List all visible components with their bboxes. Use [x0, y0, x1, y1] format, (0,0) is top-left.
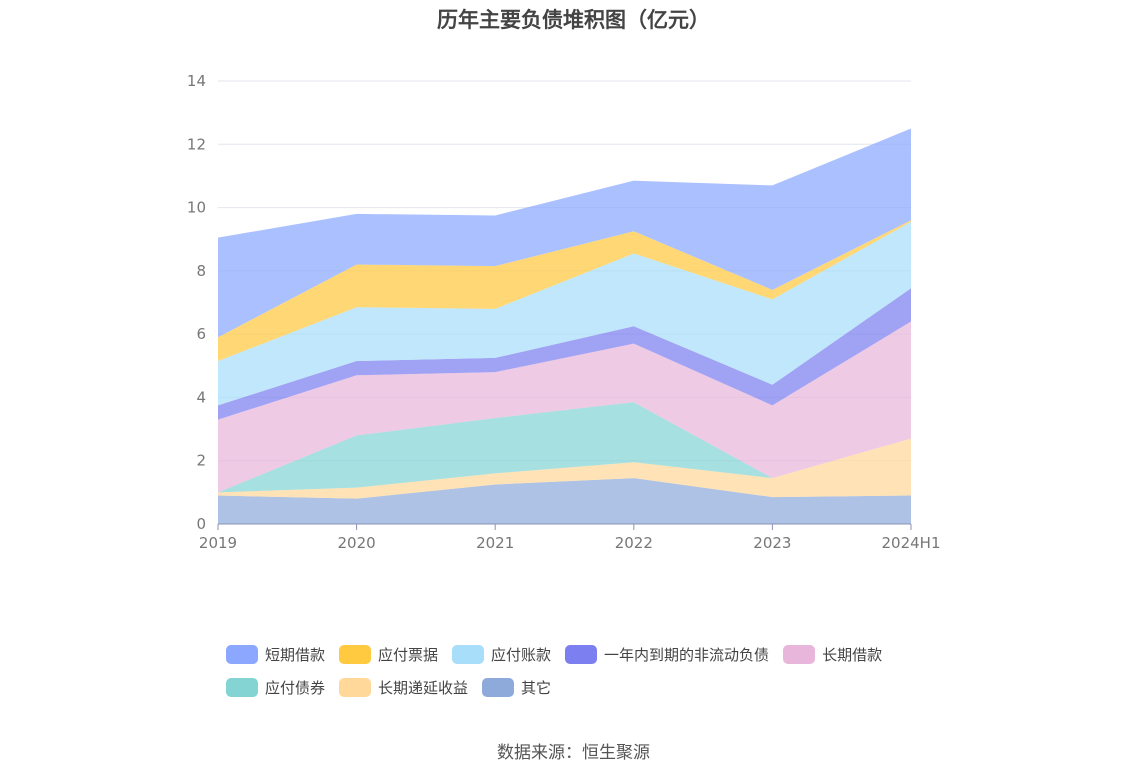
legend-item[interactable]: 其它: [482, 677, 551, 698]
legend-label: 应付票据: [378, 646, 439, 664]
legend-swatch: [226, 645, 258, 664]
x-tick-label: 2020: [338, 534, 376, 552]
legend-label: 其它: [521, 679, 552, 697]
legend-item[interactable]: 长期借款: [783, 644, 882, 665]
x-tick-label: 2021: [476, 534, 514, 552]
x-tick-label: 2022: [615, 534, 653, 552]
area-series-0: [218, 478, 911, 524]
legend: 短期借款 应付票据 应付账款 一年内到期的非流动负债 长期借款 应付债券 长期递延收益 其它: [226, 638, 946, 704]
y-tick-label: 4: [196, 388, 206, 406]
stacked-area-chart: 0 2 4 6 8 10 12 14 2019 2020 2021 2022 2023 2024H1: [187, 72, 941, 552]
y-tick-label: 6: [196, 325, 206, 343]
legend-item[interactable]: 应付债券: [226, 677, 325, 698]
x-tick-label: 2023: [753, 534, 791, 552]
y-tick-label: 12: [187, 135, 206, 153]
legend-label: 应付账款: [491, 646, 552, 664]
area-series-6: [218, 220, 911, 362]
legend-row: 短期借款 应付票据 应付账款 一年内到期的非流动负债 长期借款: [226, 638, 946, 671]
area-series: [218, 128, 911, 524]
area-series-4: [218, 288, 911, 420]
area-series-3: [218, 321, 911, 493]
axes: 0 2 4 6 8 10 12 14 2019 2020 2021 2022 2023 2024H1: [187, 72, 941, 552]
chart-title: 历年主要负债堆积图（亿元）: [437, 8, 710, 32]
x-tick-label: 2019: [199, 534, 237, 552]
y-tick-label: 10: [187, 199, 206, 217]
legend-swatch: [226, 678, 258, 697]
legend-swatch: [339, 678, 372, 697]
legend-item[interactable]: 一年内到期的非流动负债: [565, 644, 769, 665]
legend-item[interactable]: 应付账款: [452, 644, 551, 665]
legend-swatch: [339, 645, 372, 664]
legend-swatch: [565, 645, 598, 664]
legend-label: 短期借款: [265, 646, 326, 664]
area-series-7: [218, 128, 911, 338]
y-tick-label: 8: [196, 262, 206, 280]
legend-swatch: [452, 645, 485, 664]
legend-item[interactable]: 短期借款: [226, 644, 325, 665]
area-series-2: [218, 402, 911, 493]
legend-swatch: [482, 678, 515, 697]
x-tick-label: 2024H1: [882, 534, 941, 552]
area-series-1: [218, 438, 911, 499]
legend-item[interactable]: 长期递延收益: [339, 677, 468, 698]
y-tick-label: 14: [187, 72, 206, 90]
legend-label: 一年内到期的非流动负债: [604, 646, 770, 664]
legend-swatch: [783, 645, 816, 664]
y-tick-label: 0: [196, 515, 206, 533]
legend-label: 长期递延收益: [378, 679, 469, 697]
legend-row: 应付债券 长期递延收益 其它: [226, 671, 946, 704]
legend-label: 应付债券: [265, 679, 326, 697]
y-tick-label: 2: [196, 452, 206, 470]
legend-item[interactable]: 应付票据: [339, 644, 438, 665]
legend-label: 长期借款: [822, 646, 883, 664]
source-note: 数据来源：恒生聚源: [497, 743, 650, 763]
area-series-5: [218, 221, 911, 406]
